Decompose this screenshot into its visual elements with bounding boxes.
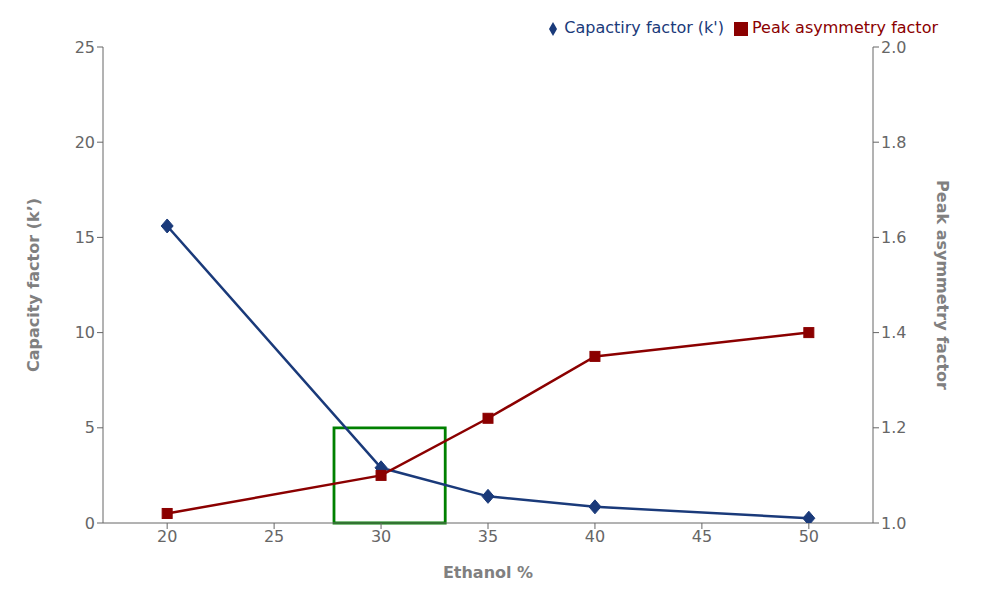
svg-text:25: 25	[75, 38, 95, 57]
svg-text:5: 5	[85, 418, 95, 437]
svg-text:20: 20	[75, 133, 95, 152]
svg-text:35: 35	[478, 527, 498, 546]
svg-text:2.0: 2.0	[881, 38, 906, 57]
svg-text:1.0: 1.0	[881, 514, 906, 533]
svg-text:1.8: 1.8	[881, 133, 906, 152]
svg-text:Peak asymmetry factor: Peak asymmetry factor	[933, 180, 952, 390]
svg-text:Ethanol %: Ethanol %	[443, 563, 533, 582]
svg-text:1.2: 1.2	[881, 418, 906, 437]
svg-text:10: 10	[75, 323, 95, 342]
svg-text:1.4: 1.4	[881, 323, 906, 342]
svg-text:Capacity factor (k’): Capacity factor (k’)	[24, 198, 43, 372]
svg-text:15: 15	[75, 228, 95, 247]
svg-text:30: 30	[371, 527, 391, 546]
svg-text:20: 20	[157, 527, 177, 546]
html-text:Capactiry factor (k'): Capactiry factor (k')	[564, 18, 724, 37]
html-text:Peak asymmetry factor: Peak asymmetry factor	[752, 18, 938, 37]
svg-text:0: 0	[85, 514, 95, 533]
svg-text:25: 25	[264, 527, 284, 546]
svg-text:45: 45	[692, 527, 712, 546]
svg-text:40: 40	[585, 527, 605, 546]
svg-text:50: 50	[799, 527, 819, 546]
svg-text:1.6: 1.6	[881, 228, 906, 247]
